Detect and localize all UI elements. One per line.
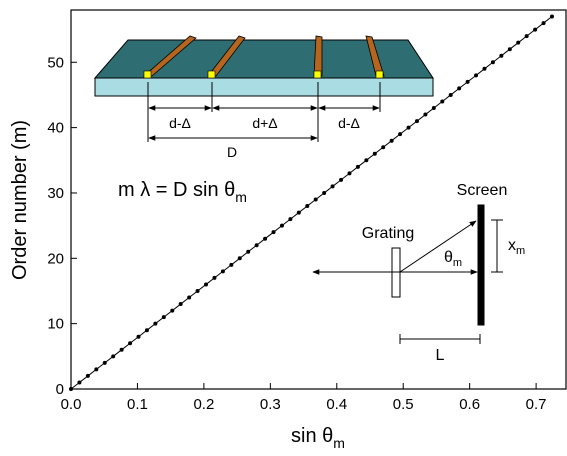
x-tick-label: 0.1 — [127, 396, 148, 413]
data-point — [153, 321, 158, 326]
data-point — [499, 53, 504, 58]
plot-frame — [70, 9, 567, 390]
data-point — [111, 354, 116, 359]
y-axis-title: Order number (m) — [9, 120, 31, 280]
data-point — [339, 177, 344, 182]
data-point — [549, 14, 554, 19]
data-point — [347, 171, 352, 176]
data-point — [254, 243, 259, 248]
data-point — [85, 373, 90, 378]
gap-label: d+Δ — [252, 115, 277, 131]
data-point — [246, 249, 251, 254]
grating-inset — [93, 35, 434, 142]
data-point — [128, 341, 133, 346]
data-point — [220, 269, 225, 274]
data-point — [516, 40, 521, 45]
data-point — [178, 302, 183, 307]
data-point — [237, 256, 242, 261]
data-point — [474, 73, 479, 78]
data-point — [431, 106, 436, 111]
data-point — [279, 223, 284, 228]
x-tick-label: 0.5 — [393, 396, 414, 413]
y-tick-label: 40 — [47, 120, 64, 137]
data-point — [448, 92, 453, 97]
x-tick-label: 0.2 — [193, 396, 214, 413]
data-point — [305, 204, 310, 209]
data-point — [271, 230, 276, 235]
data-point — [533, 27, 538, 32]
data-point — [288, 217, 293, 222]
y-tick-label: 20 — [47, 250, 64, 267]
data-point — [313, 197, 318, 202]
data-point — [102, 360, 107, 365]
y-tick-label: 50 — [47, 54, 64, 71]
grating-label: Grating — [362, 225, 414, 242]
distance-label: L — [436, 347, 445, 364]
data-point — [482, 66, 487, 71]
data-point — [94, 367, 99, 372]
data-point — [364, 158, 369, 163]
y-tick-label: 0 — [56, 381, 64, 398]
data-point — [296, 210, 301, 215]
data-point — [541, 21, 546, 26]
data-point — [524, 34, 529, 39]
data-point — [119, 347, 124, 352]
data-point — [187, 295, 192, 300]
data-point — [204, 282, 209, 287]
gap-label: d-Δ — [169, 115, 191, 131]
data-point — [322, 190, 327, 195]
x-tick-label: 0.3 — [260, 396, 281, 413]
equation: m λ = D sin θm — [118, 179, 247, 205]
data-point — [195, 288, 200, 293]
offset-label: xm — [508, 237, 525, 257]
data-point — [263, 236, 268, 241]
data-point — [414, 119, 419, 124]
screen-label: Screen — [457, 182, 508, 199]
x-tick-label: 0.6 — [459, 396, 480, 413]
data-point — [507, 47, 512, 52]
data-point — [389, 138, 394, 143]
data-point — [136, 334, 141, 339]
setup-diagram — [312, 204, 503, 344]
data-point — [406, 125, 411, 130]
data-point — [398, 132, 403, 137]
y-tick-label: 30 — [47, 185, 64, 202]
data-point — [161, 315, 166, 320]
data-point — [440, 99, 445, 104]
data-point — [330, 184, 335, 189]
data-point — [490, 60, 495, 65]
x-tick-label: 0.7 — [526, 396, 547, 413]
angle-label: θm — [444, 249, 462, 269]
data-point — [355, 164, 360, 169]
data-point — [170, 308, 175, 313]
data-point — [457, 86, 462, 91]
period-label: D — [227, 144, 237, 160]
data-point — [381, 145, 386, 150]
data-point — [212, 275, 217, 280]
gap-label: d-Δ — [338, 115, 360, 131]
data-point — [144, 328, 149, 333]
x-tick-label: 0.0 — [61, 396, 82, 413]
data-point — [423, 112, 428, 117]
data-point — [465, 79, 470, 84]
data-point — [372, 151, 377, 156]
x-axis-title: sin θm — [291, 425, 345, 451]
data-point — [77, 380, 82, 385]
data-point — [229, 262, 234, 267]
data-point — [69, 387, 73, 391]
y-tick-label: 10 — [47, 316, 64, 333]
data-line — [70, 16, 553, 390]
x-tick-label: 0.4 — [326, 396, 347, 413]
